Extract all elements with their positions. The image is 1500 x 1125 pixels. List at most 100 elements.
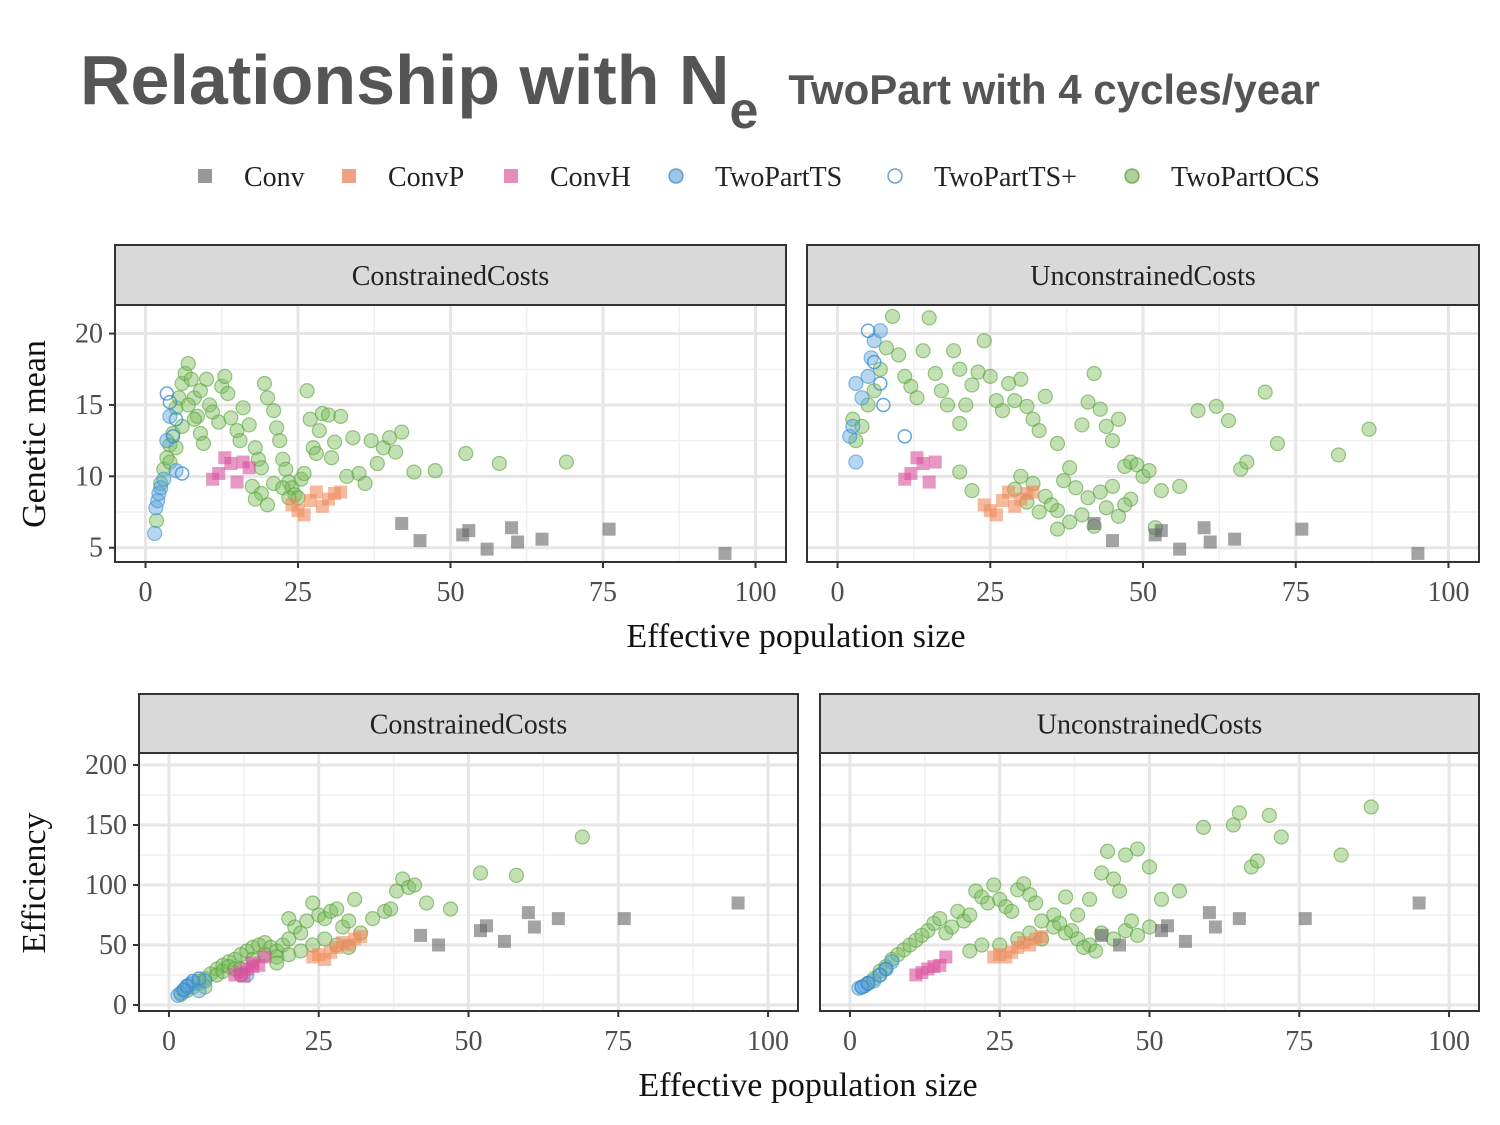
- point-twopartocs: [1080, 394, 1096, 410]
- point-twopartocs: [1019, 398, 1035, 414]
- point-twopartocs: [223, 410, 239, 426]
- point-twopartocs: [363, 433, 379, 449]
- point-twopartocs: [256, 375, 273, 392]
- point-twopartocs: [933, 383, 950, 399]
- point-conv: [1298, 912, 1312, 926]
- point-twopartocs: [1049, 503, 1066, 519]
- point-twopartocs: [1243, 859, 1259, 875]
- point-twopartocs: [365, 910, 381, 927]
- point-twopartocs: [956, 913, 972, 929]
- point-convh: [246, 956, 260, 970]
- point-twopartocs: [1022, 886, 1038, 903]
- point-conv: [395, 516, 409, 530]
- point-twopartocs: [1058, 889, 1074, 905]
- point-twopartocs: [329, 901, 345, 917]
- point-twopartocs: [180, 397, 196, 413]
- point-conv: [497, 934, 511, 948]
- point-twopartocs: [1052, 915, 1068, 932]
- point-twopartocs: [269, 420, 285, 436]
- point-twopartocs: [1104, 433, 1121, 449]
- point-twopartocs: [1068, 480, 1084, 496]
- point-twopartts: [854, 390, 870, 406]
- point-twopartocs: [299, 383, 315, 399]
- x-tick-label: 100: [1427, 577, 1469, 608]
- legend-key-twopartocs: [1124, 168, 1140, 184]
- point-twopartocs: [1333, 847, 1349, 863]
- point-conv: [1087, 516, 1101, 530]
- point-twopartocs: [508, 867, 525, 884]
- point-twopartocs: [148, 512, 165, 529]
- x-tick-label: 25: [976, 577, 1004, 608]
- y-axis-title-bottom: Efficiency: [16, 813, 53, 954]
- point-twopartocs: [394, 424, 410, 440]
- point-twopartocs: [1092, 484, 1108, 500]
- point-twopartocs: [1225, 817, 1241, 833]
- facet-label: ConstrainedCosts: [352, 261, 550, 292]
- facet-label: ConstrainedCosts: [370, 710, 568, 741]
- point-twopartocs: [939, 397, 956, 413]
- facet-strip: [138, 693, 799, 754]
- x-tick-label: 100: [747, 1026, 789, 1057]
- point-conv: [1095, 928, 1109, 942]
- y-tick-label: 50: [99, 930, 127, 961]
- point-twopartocs: [220, 385, 236, 402]
- point-twopartocs: [1031, 423, 1047, 439]
- point-convp: [354, 930, 368, 944]
- point-twopartocs: [305, 895, 321, 911]
- point-twopartocs: [1104, 478, 1121, 494]
- point-twopartts: [848, 375, 864, 392]
- y-tick-label: 20: [75, 319, 103, 350]
- point-convp: [1002, 485, 1016, 499]
- point-twopartocs: [1231, 805, 1247, 821]
- point-conv: [1411, 546, 1425, 560]
- point-twopartts-plus: [174, 466, 190, 481]
- point-conv: [1154, 524, 1168, 538]
- point-twopartocs: [232, 433, 248, 449]
- point-convp: [309, 485, 323, 499]
- point-conv: [551, 912, 565, 926]
- facet-label: UnconstrainedCosts: [1030, 261, 1256, 292]
- point-twopartts-plus: [191, 971, 207, 986]
- x-tick-label: 0: [843, 1026, 857, 1057]
- point-convh: [916, 456, 930, 470]
- point-twopartocs: [320, 407, 337, 423]
- point-twopartocs: [302, 411, 318, 427]
- point-twopartocs: [281, 946, 297, 963]
- point-twopartts-plus: [860, 976, 876, 991]
- title-subscript: e: [729, 82, 759, 140]
- x-tick-label: 75: [1282, 577, 1310, 608]
- point-conv: [527, 920, 541, 934]
- point-twopartocs: [915, 343, 931, 359]
- point-twopartocs: [1034, 913, 1050, 929]
- point-twopartts-plus: [873, 376, 888, 391]
- point-twopartocs: [1099, 843, 1116, 860]
- point-twopartts: [863, 350, 879, 366]
- point-twopartts: [147, 525, 163, 542]
- y-tick-label: 0: [113, 990, 127, 1021]
- point-twopartocs: [1004, 903, 1020, 920]
- point-twopartocs: [1049, 435, 1066, 452]
- point-twopartocs: [980, 895, 996, 911]
- point-twopartocs: [335, 919, 351, 935]
- point-convh: [904, 466, 918, 480]
- facet-strip: [819, 693, 1480, 754]
- x-axis-title-top: Effective population size: [626, 618, 965, 655]
- point-convh: [928, 455, 942, 469]
- point-conv: [1105, 534, 1119, 548]
- point-twopartocs: [247, 491, 263, 507]
- point-twopartocs: [269, 955, 285, 971]
- y-tick-label: 15: [75, 390, 103, 421]
- legend-label: ConvP: [388, 162, 464, 193]
- point-twopartocs: [574, 829, 590, 845]
- legend-label: TwoPartTS+: [934, 162, 1077, 193]
- point-twopartocs: [1141, 859, 1158, 875]
- point-twopartocs: [878, 340, 895, 356]
- point-twopartocs: [1111, 883, 1128, 899]
- point-twopartocs: [952, 464, 968, 480]
- point-twopartocs: [1110, 411, 1127, 427]
- point-twopartocs: [1092, 401, 1108, 417]
- point-twopartocs: [308, 445, 324, 462]
- x-tick-label: 25: [305, 1026, 333, 1057]
- x-tick-label: 75: [589, 577, 617, 608]
